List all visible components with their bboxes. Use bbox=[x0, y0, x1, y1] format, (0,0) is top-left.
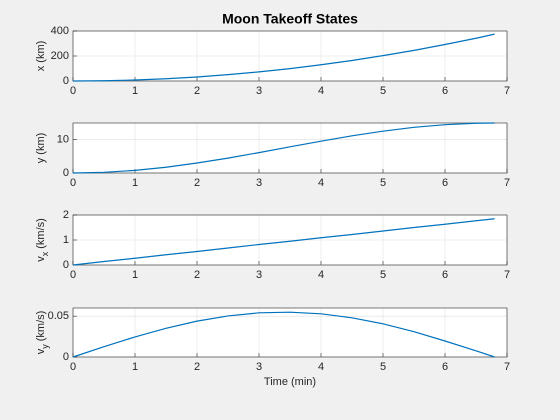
y-tick-label: 0 bbox=[63, 351, 69, 363]
axes-box bbox=[72, 30, 508, 82]
x-tick-label: 0 bbox=[70, 269, 76, 281]
x-tick-label: 1 bbox=[132, 177, 138, 189]
y-tick-label: 0 bbox=[63, 167, 69, 179]
x-tick-label: 3 bbox=[256, 269, 262, 281]
axes-background bbox=[73, 308, 507, 357]
data-line bbox=[72, 122, 495, 174]
x-tick-label: 1 bbox=[132, 85, 138, 97]
x-tick-label: 6 bbox=[442, 177, 448, 189]
y-tick-label: 400 bbox=[51, 25, 69, 37]
x-tick-label: 4 bbox=[318, 269, 324, 281]
axes-background bbox=[73, 123, 507, 173]
x-tick-label: 6 bbox=[442, 269, 448, 281]
chart-title: Moon Takeoff States bbox=[222, 11, 358, 27]
x-tick-label: 5 bbox=[380, 361, 386, 373]
y-tick-label: 200 bbox=[51, 50, 69, 62]
x-tick-label: 1 bbox=[132, 361, 138, 373]
x-tick-label: 4 bbox=[318, 361, 324, 373]
x-tick-label: 5 bbox=[380, 269, 386, 281]
x-tick-label: 4 bbox=[318, 177, 324, 189]
axes-box bbox=[72, 307, 508, 358]
y-tick-label: 0 bbox=[63, 259, 69, 271]
axes-box bbox=[72, 214, 508, 266]
y-axis-label: vx (km/s) bbox=[35, 218, 50, 262]
x-tick-label: 2 bbox=[194, 361, 200, 373]
data-line bbox=[72, 218, 495, 266]
data-line bbox=[72, 33, 495, 82]
x-tick-label: 5 bbox=[380, 85, 386, 97]
y-tick-label: 1 bbox=[63, 234, 69, 246]
y-tick-label: 0 bbox=[63, 75, 69, 87]
data-line bbox=[72, 311, 495, 358]
x-tick-label: 7 bbox=[504, 177, 510, 189]
y-axis-label: vy (km/s) bbox=[35, 311, 50, 355]
x-tick-label: 3 bbox=[256, 361, 262, 373]
x-tick-label: 3 bbox=[256, 85, 262, 97]
x-tick-label: 7 bbox=[504, 269, 510, 281]
y-axis-label: y (km) bbox=[35, 133, 47, 164]
y-tick-label: 10 bbox=[57, 134, 69, 146]
x-tick-label: 1 bbox=[132, 269, 138, 281]
x-tick-label: 7 bbox=[504, 361, 510, 373]
y-tick-label: 2 bbox=[63, 209, 69, 221]
x-tick-label: 0 bbox=[70, 85, 76, 97]
axes-box bbox=[72, 122, 508, 174]
x-tick-label: 2 bbox=[194, 85, 200, 97]
x-tick-label: 5 bbox=[380, 177, 386, 189]
x-tick-label: 2 bbox=[194, 177, 200, 189]
x-tick-label: 3 bbox=[256, 177, 262, 189]
y-tick-label: 0.05 bbox=[48, 310, 69, 322]
x-tick-label: 6 bbox=[442, 85, 448, 97]
x-tick-label: 4 bbox=[318, 85, 324, 97]
x-tick-label: 0 bbox=[70, 361, 76, 373]
y-axis-label: x (km) bbox=[35, 41, 47, 72]
x-tick-label: 6 bbox=[442, 361, 448, 373]
x-tick-label: 2 bbox=[194, 269, 200, 281]
x-axis-label: Time (min) bbox=[264, 376, 316, 388]
x-tick-label: 0 bbox=[70, 177, 76, 189]
x-tick-label: 7 bbox=[504, 85, 510, 97]
